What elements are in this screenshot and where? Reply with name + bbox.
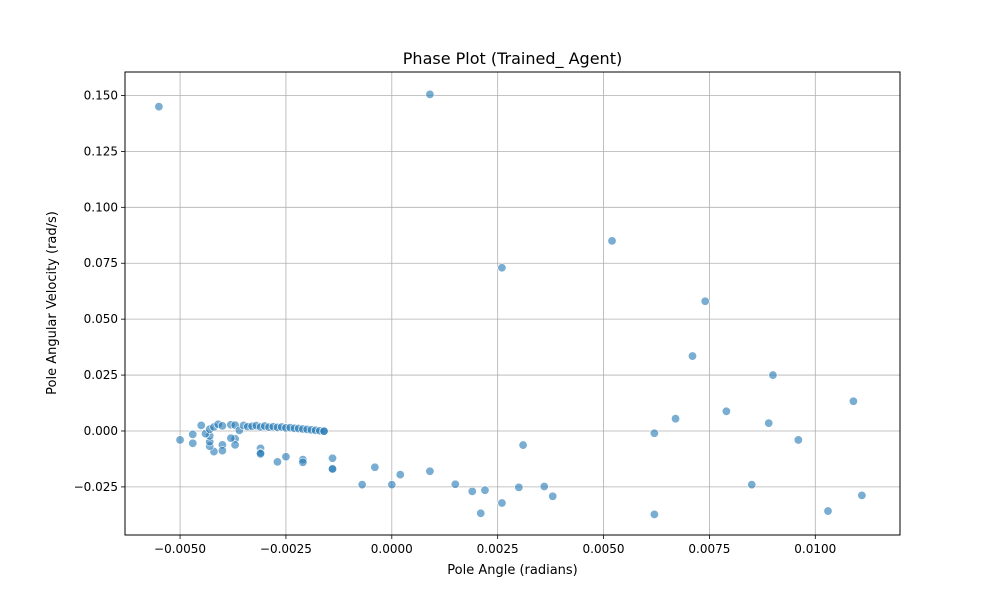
y-tick-label: 0.000	[84, 424, 118, 438]
x-tick-label: −0.0050	[154, 542, 206, 556]
scatter-point	[154, 102, 164, 112]
scatter-point	[196, 420, 206, 430]
scatter-point	[298, 457, 308, 467]
y-tick-label: 0.050	[84, 312, 118, 326]
scatter-point	[514, 482, 524, 492]
x-axis-label: Pole Angle (radians)	[447, 563, 578, 578]
scatter-point	[764, 418, 774, 428]
scatter-point	[607, 236, 617, 246]
scatter-point	[188, 438, 198, 448]
scatter-point	[395, 470, 405, 480]
scatter-point	[357, 480, 367, 490]
scatter-point	[328, 453, 338, 463]
scatter-point	[518, 440, 528, 450]
scatter-point	[747, 480, 757, 490]
scatter-point	[217, 446, 227, 456]
scatter-point	[480, 485, 490, 495]
scatter-point	[700, 296, 710, 306]
scatter-point	[649, 428, 659, 438]
scatter-point	[328, 464, 338, 474]
x-axis-ticks: −0.0050 −0.0025 0.0000 0.0025 0.0050 0.0075 0.…	[154, 535, 836, 556]
scatter-point	[857, 490, 867, 500]
scatter-point	[226, 433, 236, 443]
scatter-point	[497, 263, 507, 273]
scatter-point	[319, 426, 329, 436]
scatter-point	[425, 466, 435, 476]
scatter-point	[425, 89, 435, 99]
y-tick-label: 0.025	[84, 368, 118, 382]
scatter-point	[230, 440, 240, 450]
scatter-point	[370, 462, 380, 472]
scatter-point	[539, 481, 549, 491]
x-tick-label: 0.0000	[371, 542, 413, 556]
scatter-point	[387, 480, 397, 490]
y-tick-label: 0.100	[84, 200, 118, 214]
plot-frame	[124, 71, 901, 536]
y-tick-label: 0.075	[84, 256, 118, 270]
scatter-point	[721, 406, 731, 416]
chart-title: Phase Plot (Trained_ Agent)	[403, 49, 622, 69]
scatter-point	[793, 435, 803, 445]
y-axis-ticks: −0.025 0.000 0.025 0.050 0.075 0.100 0.125 0.15…	[74, 88, 125, 494]
scatter-point	[671, 414, 681, 424]
x-tick-label: 0.0025	[477, 542, 519, 556]
scatter-point	[467, 486, 477, 496]
scatter-point	[649, 509, 659, 519]
scatter-point	[175, 435, 185, 445]
y-tick-label: −0.025	[74, 480, 118, 494]
x-tick-label: −0.0025	[260, 542, 312, 556]
x-tick-label: 0.0075	[688, 542, 730, 556]
scatter-point	[848, 396, 858, 406]
scatter-point	[272, 457, 282, 467]
y-tick-label: 0.125	[84, 144, 118, 158]
x-tick-label: 0.0100	[794, 542, 836, 556]
scatter-point	[188, 429, 198, 439]
scatter-point	[768, 370, 778, 380]
y-tick-label: 0.150	[84, 88, 118, 102]
scatter-point	[823, 506, 833, 516]
scatter-point	[281, 452, 291, 462]
scatter-point	[497, 498, 507, 508]
data-points	[154, 89, 867, 519]
scatter-point	[256, 449, 266, 459]
scatter-point	[548, 491, 558, 501]
y-axis-label: Pole Angular Velocity (rad/s)	[45, 211, 60, 395]
x-tick-label: 0.0050	[583, 542, 625, 556]
scatter-point	[450, 479, 460, 489]
scatter-point	[476, 508, 486, 518]
scatter-point	[687, 351, 697, 361]
scatter-point	[217, 421, 227, 431]
